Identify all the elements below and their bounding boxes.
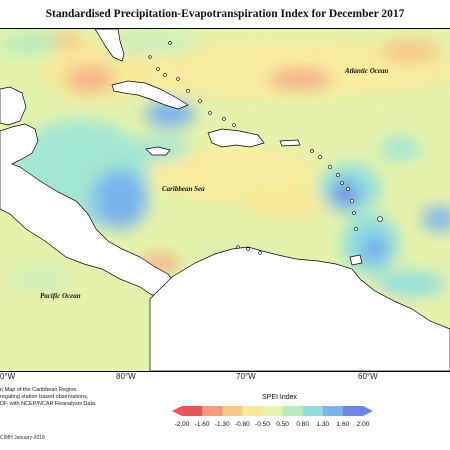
land-masses: [0, 29, 450, 371]
legend-tick-label: 0.50: [276, 421, 289, 428]
spei-legend: SPEI Index -2.00 -1.60 -1.30 -0.80 -0.50 0.50…: [170, 394, 375, 431]
lon-label-80w: 80°W: [116, 372, 136, 381]
credit-line-3: DF, with NCEP/NCAR Reanalysis Data.: [0, 401, 97, 407]
legend-tick-label: 0.80: [296, 421, 309, 428]
jamaica: [145, 146, 171, 156]
cuba: [111, 80, 189, 110]
legend-tick-label: -1.60: [194, 421, 210, 428]
lon-label-70w: 70°W: [236, 372, 256, 381]
legend-tick-labels: -2.00 -1.60 -1.30 -0.80 -0.50 0.50 0.80 1.30 1.6…: [170, 421, 375, 431]
legend-title: SPEI Index: [261, 394, 298, 401]
south-america: [149, 246, 450, 371]
small-islands: [148, 41, 383, 255]
legend-arrow-high: [363, 406, 373, 416]
credit-line-1: n Map of the Caribbean Region.: [0, 387, 78, 393]
legend-swatch: [222, 406, 243, 416]
legend-tick-label: 1.30: [316, 421, 330, 428]
legend-swatch: [242, 406, 263, 416]
trinidad: [349, 254, 363, 266]
credit-date: CIMH January-2018: [0, 435, 45, 441]
legend-swatch: [182, 406, 203, 416]
lon-label-90w: 0°W: [0, 372, 16, 381]
legend-tick-label: -0.80: [234, 421, 250, 428]
lon-label-60w: 60°W: [358, 372, 378, 381]
legend-tick-label: -2.00: [174, 421, 190, 428]
legend-arrow-low: [172, 406, 182, 416]
credit-line-2: regating station based observations,: [0, 394, 89, 400]
legend-swatch: [282, 406, 304, 416]
legend-swatch: [262, 406, 284, 416]
legend-colorbar: [172, 406, 373, 416]
legend-swatch: [342, 406, 364, 416]
caribbean-sea-label: Caribbean Sea: [162, 185, 205, 193]
legend-tick-label: -1.30: [214, 421, 230, 428]
pacific-ocean-label: Pacific Ocean: [40, 292, 81, 300]
central-america: [0, 123, 176, 296]
map-canvas: Atlantic Ocean Caribbean Sea Pacific Oce…: [0, 29, 450, 371]
puerto-rico: [279, 139, 301, 147]
yucatan: [0, 86, 27, 126]
spei-map: Atlantic Ocean Caribbean Sea Pacific Oce…: [0, 28, 450, 372]
hispaniola: [207, 128, 265, 148]
legend-tick-label: 2.00: [356, 421, 370, 428]
florida: [94, 29, 125, 62]
legend-swatch: [302, 406, 324, 416]
legend-swatch: [202, 406, 223, 416]
credit-text: n Map of the Caribbean Region. regating …: [0, 387, 170, 408]
atlantic-ocean-label: Atlantic Ocean: [344, 67, 388, 75]
legend-swatch: [322, 406, 344, 416]
map-title: Standardised Precipitation-Evapotranspir…: [45, 8, 405, 20]
legend-tick-label: 1.60: [336, 421, 350, 428]
legend-tick-label: -0.50: [255, 421, 270, 428]
